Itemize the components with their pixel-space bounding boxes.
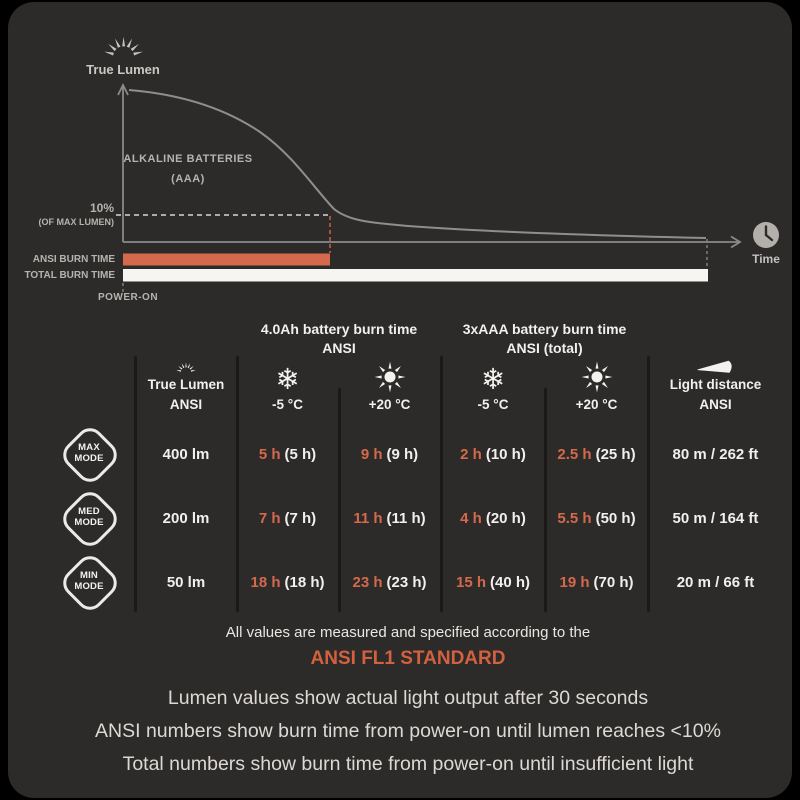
lumen-cell: 50 lm xyxy=(166,573,206,591)
y-axis-label: True Lumen xyxy=(86,62,160,77)
group-header-4ah-line1: 4.0Ah battery burn time xyxy=(260,321,418,337)
snowflake-icon: ❄ xyxy=(275,362,300,397)
temp-label: -5 °C xyxy=(477,397,509,413)
burn-time-chart xyxy=(104,36,779,295)
sun-rays-icon xyxy=(104,36,143,56)
column-divider xyxy=(236,356,239,612)
mode-badge-text: MAX MODE xyxy=(74,442,104,464)
mode-badge-min: MIN MODE xyxy=(57,550,123,616)
burn-time-cell: 9 h (9 h) xyxy=(360,445,419,463)
col-header-true-lumen: True Lumen ANSI xyxy=(135,360,237,422)
x-axis-arrow-icon xyxy=(730,235,742,249)
sun-rays-icon xyxy=(176,362,196,372)
mode-cell-min: MIN MODE xyxy=(43,550,135,616)
axes xyxy=(117,82,742,249)
power-on-label: POWER-ON xyxy=(97,292,159,303)
group-header-4ah: 4.0Ah battery burn time ANSI xyxy=(237,320,441,360)
x-axis-label: Time xyxy=(752,252,780,266)
burn-time-cell: 4 h (20 h) xyxy=(460,509,526,527)
burn-time-cell: 2.5 h (25 h) xyxy=(557,445,636,463)
ansi-fl1-standard-label: ANSI FL1 STANDARD xyxy=(310,648,506,669)
distance-cell: 20 m / 66 ft xyxy=(676,573,755,591)
col-header-warm-4ah: +20 °C xyxy=(338,360,441,422)
burn-time-cell: 15 h (40 h) xyxy=(455,573,531,591)
footer-note-ansi: ANSI numbers show burn time from power-o… xyxy=(95,720,721,742)
beam-icon xyxy=(697,360,732,373)
group-header-3xaaa-line2: ANSI (total) xyxy=(506,339,583,356)
mode-cell-med: MED MODE xyxy=(43,486,135,552)
curve-label: ALKALINE BATTERIES (AAA) xyxy=(113,150,263,190)
lumen-cell: 400 lm xyxy=(162,445,210,463)
true-lumen-sublabel: ANSI xyxy=(169,397,203,413)
col-header-warm-3xaaa: +20 °C xyxy=(545,360,648,422)
sun-icon xyxy=(374,361,405,393)
group-header-3xaaa: 3xAAA battery burn time ANSI (total) xyxy=(441,320,648,360)
light-distance-sublabel: ANSI xyxy=(699,397,732,413)
burn-time-cell: 5 h (5 h) xyxy=(258,445,317,463)
column-divider xyxy=(544,388,547,612)
col-header-mode xyxy=(43,360,135,422)
burn-time-cell: 23 h (23 h) xyxy=(352,573,427,591)
footer-note-total: Total numbers show burn time from power-… xyxy=(122,753,694,775)
column-divider xyxy=(440,356,443,612)
column-divider xyxy=(133,356,137,612)
burn-time-cell: 2 h (10 h) xyxy=(460,445,526,463)
group-header-empty xyxy=(43,320,237,360)
col-header-cold-3xaaa: ❄ -5 °C xyxy=(441,360,545,422)
ansi-burn-time-bar xyxy=(123,253,330,266)
mode-badge-max: MAX MODE xyxy=(57,422,123,488)
burn-time-table: 4.0Ah battery burn time ANSI 3xAAA batte… xyxy=(43,320,783,616)
total-burn-time-bar xyxy=(123,269,708,282)
group-header-empty xyxy=(648,320,783,360)
clock-icon xyxy=(753,222,779,248)
infographic-card: True Lumen ALKALINE BATTERIES (AAA) 10% … xyxy=(8,2,792,798)
column-divider xyxy=(647,356,650,612)
temp-label: +20 °C xyxy=(575,397,618,413)
snowflake-icon: ❄ xyxy=(480,362,506,397)
threshold-label: 10% xyxy=(89,201,114,215)
distance-cell: 80 m / 262 ft xyxy=(672,445,759,463)
group-header-3xaaa-line1: 3xAAA battery burn time xyxy=(462,321,627,337)
burn-time-cell: 18 h (18 h) xyxy=(250,573,325,591)
temp-label: +20 °C xyxy=(368,397,411,413)
col-header-light-distance: Light distance ANSI xyxy=(648,360,783,422)
lumen-cell: 200 lm xyxy=(162,509,210,527)
lumen-decay-curve xyxy=(128,89,707,239)
col-header-cold-4ah: ❄ -5 °C xyxy=(237,360,338,422)
ansi-bar-label: ANSI BURN TIME xyxy=(32,254,115,265)
y-axis-arrow-icon xyxy=(117,82,129,96)
threshold-sublabel: (OF MAX LUMEN) xyxy=(38,217,115,227)
burn-time-cell: 19 h (70 h) xyxy=(559,573,634,591)
group-header-4ah-line2: ANSI xyxy=(322,339,356,356)
burn-time-cell: 11 h (11 h) xyxy=(353,509,426,527)
true-lumen-label: True Lumen xyxy=(147,377,225,393)
curve-label-line2: (AAA) xyxy=(171,172,205,185)
footer-intro: All values are measured and specified ac… xyxy=(225,624,591,641)
mode-badge-med: MED MODE xyxy=(57,486,123,552)
temp-label: -5 °C xyxy=(272,397,303,413)
light-distance-label: Light distance xyxy=(669,377,762,393)
curve-label-line1: ALKALINE BATTERIES xyxy=(123,153,253,165)
sun-icon xyxy=(581,361,612,393)
distance-cell: 50 m / 164 ft xyxy=(672,509,759,527)
mode-badge-text: MED MODE xyxy=(74,506,104,528)
burn-time-cell: 5.5 h (50 h) xyxy=(557,509,636,527)
mode-badge-text: MIN MODE xyxy=(74,570,104,592)
column-divider xyxy=(338,388,341,612)
mode-cell-max: MAX MODE xyxy=(43,422,135,488)
footer-notes: All values are measured and specified ac… xyxy=(8,624,800,786)
footer-note-lumen: Lumen values show actual light output af… xyxy=(167,687,649,709)
total-bar-label: TOTAL BURN TIME xyxy=(24,270,115,281)
burn-time-cell: 7 h (7 h) xyxy=(258,509,317,527)
